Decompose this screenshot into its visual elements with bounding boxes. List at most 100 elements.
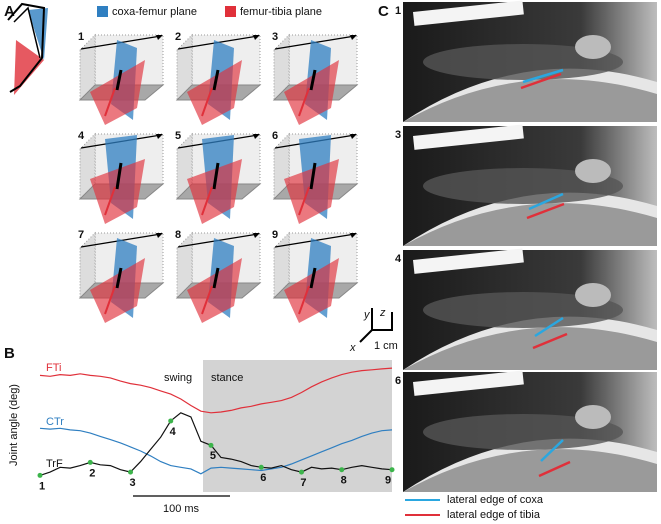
legend-label: coxa-femur plane [112, 6, 197, 18]
tibia [201, 186, 213, 216]
point-label: 1 [39, 480, 45, 492]
pose-cell: 9 [272, 229, 359, 323]
insect-leg-icon [7, 2, 48, 95]
pose-cell: 7 [78, 229, 165, 323]
axis-name: z [379, 307, 386, 319]
side-wall [273, 231, 290, 300]
point-label: 8 [341, 475, 347, 487]
femur-tibia-plane [187, 159, 242, 224]
arena-shadow [403, 79, 657, 122]
arrow-head [156, 233, 163, 238]
series-label: FTi [46, 362, 61, 374]
point-label: 9 [385, 475, 391, 487]
pose-cell: 8 [175, 229, 262, 323]
frame-number: 8 [175, 229, 181, 241]
axis-name: x [349, 342, 356, 354]
series-line [39, 427, 393, 475]
tibia [201, 285, 213, 315]
video-frame: 6 [395, 370, 657, 492]
insect-head [575, 35, 611, 59]
insect-body [423, 168, 623, 204]
coxa-edge [540, 439, 564, 462]
frame-number: 5 [175, 130, 181, 142]
femur [309, 69, 317, 91]
insect-head [575, 159, 611, 183]
pose-cell: 6 [272, 130, 359, 224]
legend-swatch [97, 6, 108, 17]
legend-label: lateral edge of tibia [447, 509, 541, 521]
femur-tibia-plane [284, 159, 339, 224]
tibia-edge [538, 460, 571, 478]
frame-number: 1 [395, 5, 401, 17]
frame-number: 4 [78, 130, 85, 142]
panel-label: A [4, 3, 15, 20]
arrow-head [253, 134, 260, 139]
femur [212, 69, 220, 91]
y-axis-label: Joint angle (deg) [8, 384, 20, 466]
side-wall [176, 33, 193, 102]
femur [309, 267, 317, 289]
video-frame: 1 [395, 0, 657, 122]
femur-tibia-plane [284, 60, 339, 125]
key-point [37, 472, 43, 478]
tibia-edge [520, 72, 562, 90]
femur-tibia-plane [284, 258, 339, 323]
key-point [168, 418, 174, 424]
insect-head [575, 283, 611, 307]
arrow-head [350, 35, 357, 40]
axes-glyph [359, 308, 393, 343]
point-label: 7 [300, 477, 306, 489]
side-wall [176, 231, 193, 300]
tibia [298, 186, 310, 216]
tibia [201, 87, 213, 117]
point-label: 5 [210, 450, 216, 462]
key-point [339, 467, 345, 473]
series-line [39, 367, 393, 414]
femur [115, 162, 123, 190]
frame-number: 6 [395, 375, 401, 387]
arrow-head [350, 134, 357, 139]
coxa-edge [528, 192, 564, 211]
legend-label: femur-tibia plane [240, 6, 322, 18]
coxa-edge [534, 316, 564, 338]
tibia [298, 285, 310, 315]
tibia-edge [526, 202, 565, 220]
series-line [39, 412, 393, 476]
pose-cell: 2 [175, 31, 262, 125]
arena-shadow [403, 327, 657, 370]
femur-tibia-plane [187, 258, 242, 323]
key-point [87, 459, 93, 465]
video-frame: 4 [395, 248, 657, 370]
video-frame: 3 [395, 124, 657, 246]
pose-cell: 4 [78, 130, 165, 224]
point-label: 2 [89, 467, 95, 479]
tibia [298, 87, 310, 117]
key-point [128, 469, 134, 475]
femur [115, 267, 123, 289]
arrow-head [253, 35, 260, 40]
key-point [389, 467, 395, 473]
arrow-head [350, 233, 357, 238]
coxa-edge [522, 68, 564, 84]
arena-shadow [403, 203, 657, 246]
light-bar [413, 124, 524, 150]
scale-label: 100 ms [163, 503, 200, 515]
femur-tibia-plane [90, 60, 145, 125]
frame-number: 4 [395, 253, 402, 265]
femur-tibia-plane [90, 159, 145, 224]
tibia [104, 186, 116, 216]
side-wall [273, 33, 290, 102]
series-label: TrF [46, 458, 63, 470]
key-point [208, 442, 214, 448]
series-label: CTr [46, 416, 64, 428]
legend-label: lateral edge of coxa [447, 494, 544, 506]
frame-number: 3 [272, 31, 278, 43]
pose-cell: 1 [78, 31, 165, 125]
annotation: swing [164, 372, 192, 384]
point-label: 3 [129, 477, 135, 489]
key-point [298, 469, 304, 475]
tibia [104, 285, 116, 315]
frame-number: 1 [78, 31, 84, 43]
scale-label: 1 cm [374, 340, 398, 352]
